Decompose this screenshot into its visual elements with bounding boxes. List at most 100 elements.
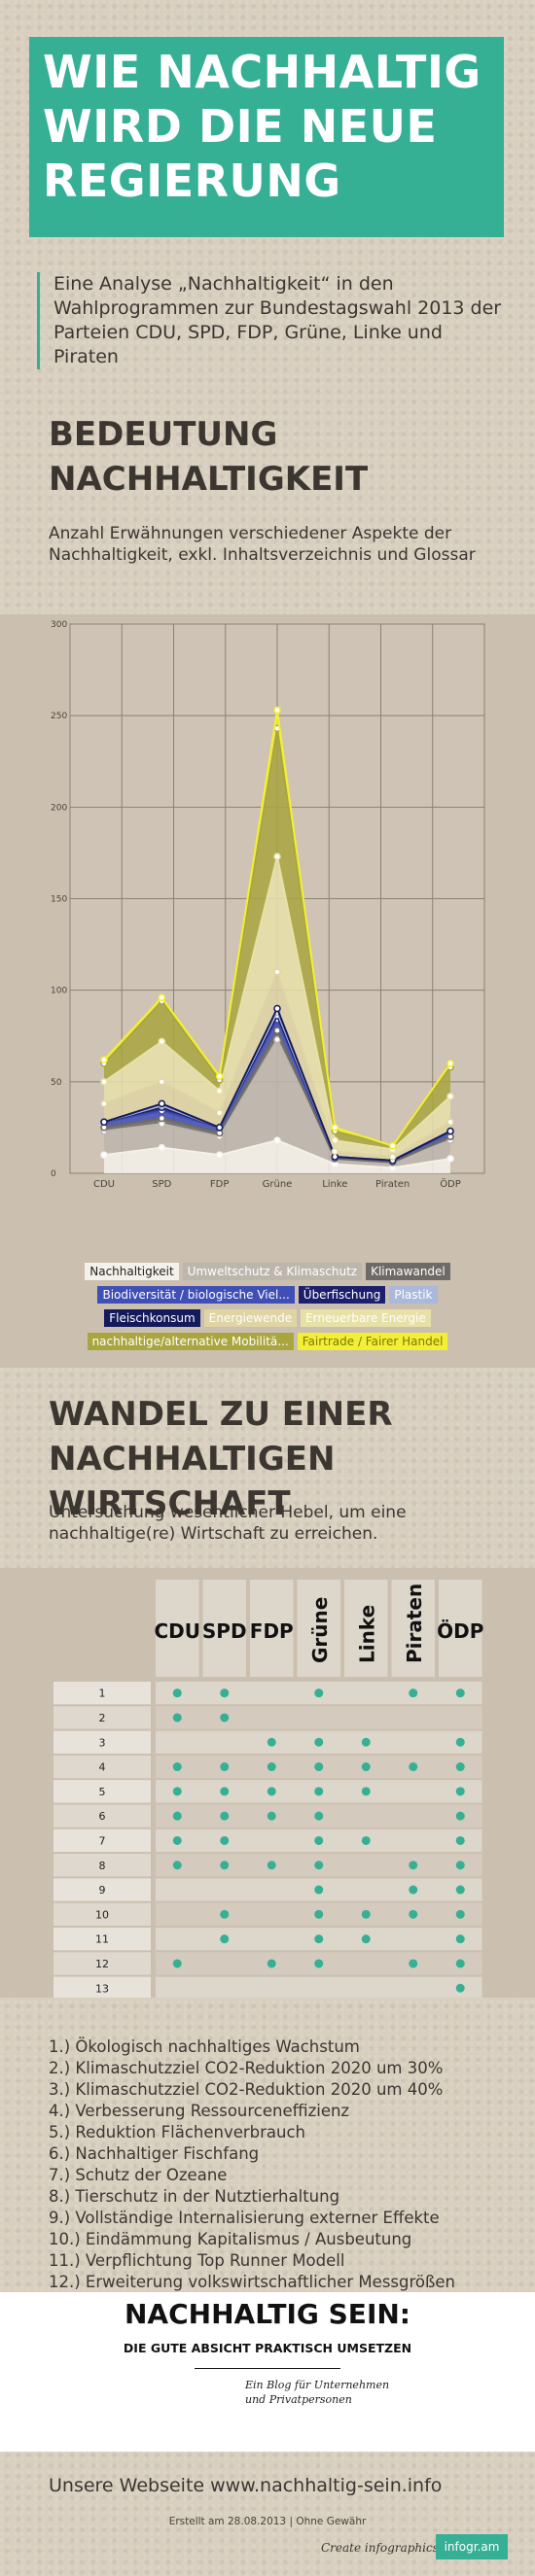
legend-item[interactable]: nachhaltige/alternative Mobilitä... [87, 1333, 294, 1350]
legend-item[interactable]: Plastik [389, 1286, 438, 1304]
mark-dot [314, 1787, 324, 1796]
mark-dot [220, 1909, 230, 1919]
mark-dot [172, 1762, 182, 1772]
mark-dot [314, 1688, 324, 1698]
mark-dot [455, 1762, 465, 1772]
column-header-cell [391, 1580, 435, 1677]
data-point [158, 1037, 166, 1046]
lever-item: 2.) Klimaschutzziel CO2-Reduktion 2020 u… [49, 2059, 444, 2077]
column-header: SPD [202, 1619, 247, 1643]
data-point [158, 1099, 166, 1108]
row-label-cell [54, 1828, 151, 1853]
x-tick-label: ÖDP [440, 1177, 461, 1190]
mark-dot [172, 1861, 182, 1870]
data-point [446, 1155, 454, 1163]
x-tick-label: FDP [210, 1179, 229, 1190]
legend-item[interactable]: Biodiversität / biologische Viel... [97, 1286, 295, 1304]
mark-dot [455, 1983, 465, 1993]
column-header-cell [344, 1580, 388, 1677]
y-tick-label: 50 [51, 1078, 62, 1088]
mark-dot [314, 1909, 324, 1919]
data-point [100, 1056, 108, 1063]
mark-dot [455, 1787, 465, 1796]
row-label-cell [54, 1976, 151, 1998]
x-tick-label: Linke [322, 1179, 347, 1190]
data-point [273, 706, 281, 714]
row-label: 7 [99, 1834, 106, 1847]
area-series [104, 971, 450, 1161]
row-label: 2 [99, 1712, 106, 1724]
y-tick-label: 100 [51, 987, 67, 996]
row-label: 12 [95, 1958, 109, 1970]
mark-dot [361, 1762, 371, 1772]
mark-dot [455, 1959, 465, 1968]
row-label-cell [54, 1682, 151, 1705]
data-point [158, 993, 166, 1001]
mark-dot [455, 1811, 465, 1821]
legend-item[interactable]: Überfischung [298, 1286, 386, 1304]
data-point [100, 1099, 108, 1108]
page-title: WIE NACHHALTIG WIRD DIE NEUE REGIERUNG [29, 37, 504, 216]
legend-item[interactable]: Energiewende [203, 1309, 298, 1327]
data-point [158, 1114, 166, 1123]
data-point [273, 1035, 281, 1044]
mark-dot [220, 1811, 230, 1821]
mark-dot [455, 1861, 465, 1870]
data-point [215, 1072, 224, 1080]
x-tick-label: CDU [93, 1179, 115, 1190]
mark-dot [314, 1934, 324, 1944]
mark-dot [267, 1737, 276, 1747]
lever-item: 4.) Verbesserung Ressourceneffizienz [49, 2102, 350, 2120]
mark-dot [409, 1909, 418, 1919]
legend-item[interactable]: Umweltschutz & Klimaschutz [182, 1263, 363, 1280]
mark-dot [409, 1762, 418, 1772]
title-line: WIRD DIE NEUE [43, 100, 438, 153]
y-tick-label: 150 [51, 895, 67, 905]
lever-matrix: CDU SPD FDP Grüne Linke Piraten ÖDP12345678910… [54, 1580, 483, 1998]
lever-item: 12.) Erweiterung volkswirtschaftlicher M… [49, 2273, 456, 2291]
column-header: Linke [355, 1605, 378, 1663]
data-point [100, 1151, 108, 1159]
x-tick-label: Grüne [263, 1179, 293, 1190]
row-label-cell [54, 1755, 151, 1779]
column-header-cell [250, 1580, 294, 1677]
column-header-cell [202, 1580, 246, 1677]
y-tick-label: 200 [51, 803, 67, 813]
mark-dot [455, 1885, 465, 1895]
mark-dot [314, 1811, 324, 1821]
data-point [446, 1118, 454, 1127]
column-header: CDU [154, 1619, 200, 1643]
mark-dot [409, 1861, 418, 1870]
lever-item: 5.) Reduktion Flächenverbrauch [49, 2123, 306, 2141]
row-label-cell [54, 1878, 151, 1901]
mark-dot [220, 1861, 230, 1870]
website-link[interactable]: Unsere Webseite www.nachhaltig-sein.info [49, 2475, 443, 2496]
legend-item[interactable]: Nachhaltigkeit [85, 1263, 179, 1280]
legend-item[interactable]: Erneuerbare Energie [301, 1309, 431, 1327]
mark-dot [267, 1861, 276, 1870]
row-label-cell [54, 1854, 151, 1877]
tagline-line: und Privatpersonen [245, 2393, 352, 2406]
mark-dot [455, 1688, 465, 1698]
legend-item[interactable]: Fleischkonsum [104, 1309, 200, 1327]
legend-item[interactable]: Klimawandel [366, 1263, 450, 1280]
lever-item: 3.) Klimaschutzziel CO2-Reduktion 2020 u… [49, 2080, 444, 2099]
lever-item: 7.) Schutz der Ozeane [49, 2166, 228, 2184]
mark-dot [220, 1713, 230, 1723]
infogram-badge[interactable]: infogr.am [436, 2534, 508, 2559]
mark-dot [455, 1934, 465, 1944]
data-point [215, 1087, 224, 1095]
mark-dot [172, 1688, 182, 1698]
mark-dot [409, 1885, 418, 1895]
mark-dot [361, 1909, 371, 1919]
data-point [215, 1124, 224, 1131]
data-point [446, 1093, 454, 1100]
mark-dot [314, 1835, 324, 1845]
mark-dot [172, 1835, 182, 1845]
row-label: 11 [95, 1933, 109, 1946]
column-header: ÖDP [437, 1619, 483, 1643]
y-tick-label: 300 [51, 620, 67, 630]
legend-row: Biodiversität / biologische Viel... Überf… [0, 1284, 535, 1304]
credit-link[interactable]: Create infographics [321, 2541, 439, 2555]
legend-item[interactable]: Fairtrade / Fairer Handel [297, 1333, 448, 1350]
